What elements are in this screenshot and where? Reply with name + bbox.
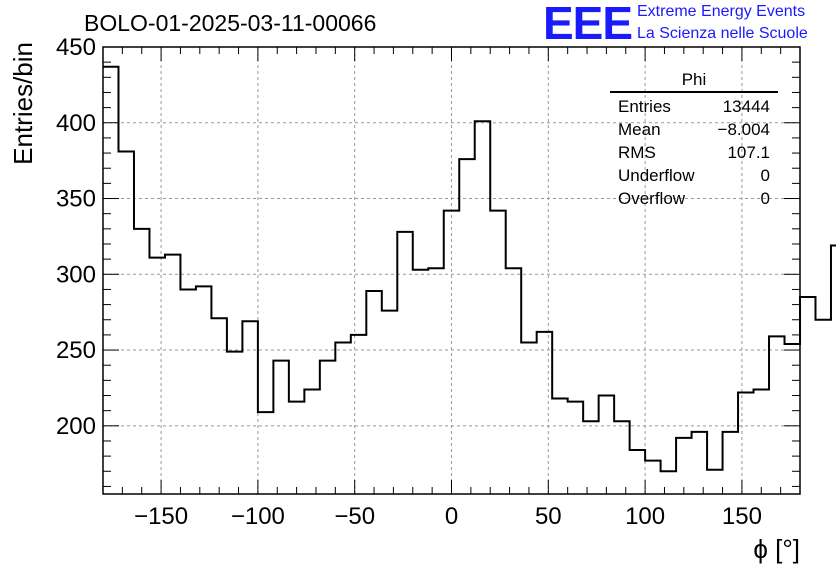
y-tick-label: 350 [56,186,96,213]
stats-row-overflow: Overflow 0 [610,187,778,210]
stats-box: Phi Entries 13444 Mean −8.004 RMS 107.1 … [610,70,778,210]
histogram-bars [103,65,836,473]
grid-lines [103,46,800,494]
y-tick-label: 300 [56,261,96,288]
stats-value: −8.004 [717,120,770,139]
stats-value: 13444 [722,97,770,116]
tick-labels: −150 −100 −50 0 50 100 150 200 250 300 350 400 450 [56,34,762,530]
stats-label: Entries [618,97,671,116]
stats-row-entries: Entries 13444 [610,95,778,118]
chart-title: BOLO-01-2025-03-11-00066 [84,10,377,36]
x-tick-label: 150 [722,503,762,530]
y-tick-label: 400 [56,110,96,137]
y-tick-label: 200 [56,413,96,440]
x-tick-label: −150 [134,503,188,530]
stats-label: Mean [618,120,661,139]
stats-value: 0 [760,166,770,185]
x-tick-label: 100 [625,503,665,530]
stats-value: 0 [760,189,770,208]
y-tick-label: 250 [56,337,96,364]
histogram-outline [103,65,836,473]
stats-label: Overflow [618,189,686,208]
logo-line-2: La Scienza nelle Scuole [637,25,808,42]
logo-line-1: Extreme Energy Events [637,3,806,20]
stats-label: Underflow [618,166,695,185]
y-axis-label: Entries/bin [8,42,38,165]
stats-title: Phi [610,70,778,93]
stats-row-rms: RMS 107.1 [610,141,778,164]
y-tick-label: 450 [56,34,96,61]
x-axis-label: ϕ [°] [753,534,800,564]
stats-row-underflow: Underflow 0 [610,164,778,187]
x-tick-label: −100 [231,503,285,530]
stats-row-mean: Mean −8.004 [610,118,778,141]
axis-ticks [102,46,801,494]
stats-value: 107.1 [727,143,770,162]
x-tick-label: 50 [535,503,562,530]
eee-logo: EEE [543,0,633,49]
x-tick-label: 0 [445,503,458,530]
x-tick-label: −50 [334,503,375,530]
stats-label: RMS [618,143,656,162]
